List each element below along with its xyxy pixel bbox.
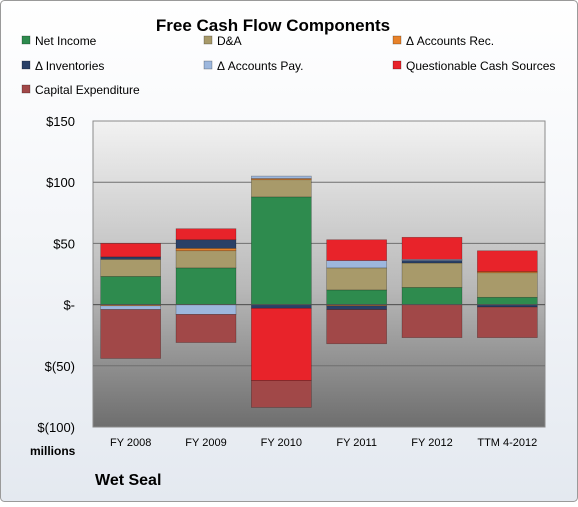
bar-net-income-fy-2011 <box>326 289 387 305</box>
bar-group-ttm-4-2012 <box>477 250 538 338</box>
y-tick-label: $50 <box>53 236 75 251</box>
bar-net-income-fy-2009 <box>175 267 237 305</box>
bar-questionable-cash-sources-fy-2010 <box>251 307 312 381</box>
y-tick-label: $(100) <box>37 420 75 435</box>
legend-swatch <box>203 35 213 45</box>
bar-d-a-ttm-4-2012 <box>477 272 538 298</box>
bar-capital-expenditure-fy-2009 <box>175 314 237 343</box>
bar-net-income-ttm-4-2012 <box>477 296 538 305</box>
legend-swatch <box>21 35 31 45</box>
y-tick-label: $(50) <box>45 359 75 374</box>
bar-group-fy-2011 <box>326 239 387 345</box>
x-tick-label: FY 2010 <box>261 437 302 449</box>
bar-capital-expenditure-fy-2010 <box>251 380 312 408</box>
legend-label: Capital Expenditure <box>35 83 140 97</box>
legend-item-questionable-cash-sources: Questionable Cash Sources <box>392 59 555 73</box>
x-tick-label: FY 2012 <box>411 437 452 449</box>
bar-accounts-pay-fy-2008 <box>100 305 161 310</box>
bar-inventories-fy-2010 <box>251 304 312 309</box>
y-tick-label: $- <box>63 298 75 313</box>
bar-inventories-fy-2012 <box>401 260 463 264</box>
legend-item-d-a: D&A <box>203 34 242 48</box>
bar-capital-expenditure-ttm-4-2012 <box>477 306 538 338</box>
bar-capital-expenditure-fy-2008 <box>100 309 161 359</box>
bar-d-a-fy-2010 <box>251 179 312 198</box>
bar-questionable-cash-sources-ttm-4-2012 <box>477 250 538 272</box>
bar-questionable-cash-sources-fy-2011 <box>326 239 387 261</box>
bar-d-a-fy-2011 <box>326 267 387 291</box>
legend-label: Questionable Cash Sources <box>406 59 555 73</box>
bar-questionable-cash-sources-fy-2009 <box>175 228 237 241</box>
y-axis-unit-label: millions <box>30 444 76 458</box>
x-tick-label: TTM 4-2012 <box>477 437 537 449</box>
legend-item-inventories: Δ Inventories <box>21 59 104 73</box>
bar-group-fy-2009 <box>175 228 237 343</box>
bar-net-income-fy-2008 <box>100 276 161 305</box>
x-tick-label: FY 2009 <box>185 437 226 449</box>
legend-item-capital-expenditure: Capital Expenditure <box>21 83 140 97</box>
y-axis: $150 $100 $50 $- $(50) $(100) <box>37 114 75 435</box>
legend-label: Δ Inventories <box>35 59 104 73</box>
bar-accounts-pay-fy-2011 <box>326 260 387 269</box>
legend-swatch <box>392 35 402 45</box>
bar-group-fy-2012 <box>401 236 463 338</box>
legend-swatch <box>392 60 402 70</box>
bar-accounts-rec-fy-2009 <box>175 247 237 252</box>
legend-label: D&A <box>217 34 242 48</box>
legend-swatch <box>21 84 31 94</box>
y-tick-label: $100 <box>46 175 75 190</box>
x-axis: FY 2008 FY 2009 FY 2010 FY 2011 FY 2012 TTM 4… <box>110 437 537 449</box>
bar-capital-expenditure-fy-2012 <box>401 304 463 338</box>
legend-item-accounts-rec: Δ Accounts Rec. <box>392 34 494 48</box>
bar-d-a-fy-2009 <box>175 250 237 269</box>
bar-net-income-fy-2012 <box>401 287 463 305</box>
y-tick-label: $150 <box>46 114 75 129</box>
bar-accounts-pay-fy-2010 <box>251 175 312 179</box>
bar-inventories-fy-2008 <box>100 256 161 260</box>
bar-questionable-cash-sources-fy-2012 <box>401 236 463 260</box>
chart-title: Free Cash Flow Components <box>156 16 390 35</box>
bar-d-a-fy-2012 <box>401 262 463 288</box>
legend-item-net-income: Net Income <box>21 34 97 48</box>
company-name: Wet Seal <box>95 472 161 489</box>
x-tick-label: FY 2008 <box>110 437 151 449</box>
bar-accounts-pay-fy-2009 <box>175 304 237 315</box>
bar-inventories-fy-2011 <box>326 305 387 310</box>
bar-capital-expenditure-fy-2011 <box>326 309 387 345</box>
bar-d-a-fy-2008 <box>100 259 161 277</box>
x-tick-label: FY 2011 <box>336 437 377 449</box>
legend-swatch <box>203 60 213 70</box>
legend-label: Net Income <box>35 34 97 48</box>
bar-inventories-fy-2009 <box>175 239 237 249</box>
legend-item-accounts-pay: Δ Accounts Pay. <box>203 59 304 73</box>
bar-net-income-fy-2010 <box>251 196 312 305</box>
legend: Net Income D&A Δ Accounts Rec. Δ Inventorie… <box>21 34 555 97</box>
bar-questionable-cash-sources-fy-2008 <box>100 243 161 258</box>
plot-area <box>92 120 546 428</box>
legend-swatch <box>21 60 31 70</box>
bar-group-fy-2010 <box>251 175 312 408</box>
bars <box>93 175 545 408</box>
legend-label: Δ Accounts Pay. <box>217 59 304 73</box>
bar-group-fy-2008 <box>100 243 161 359</box>
legend-label: Δ Accounts Rec. <box>406 34 494 48</box>
